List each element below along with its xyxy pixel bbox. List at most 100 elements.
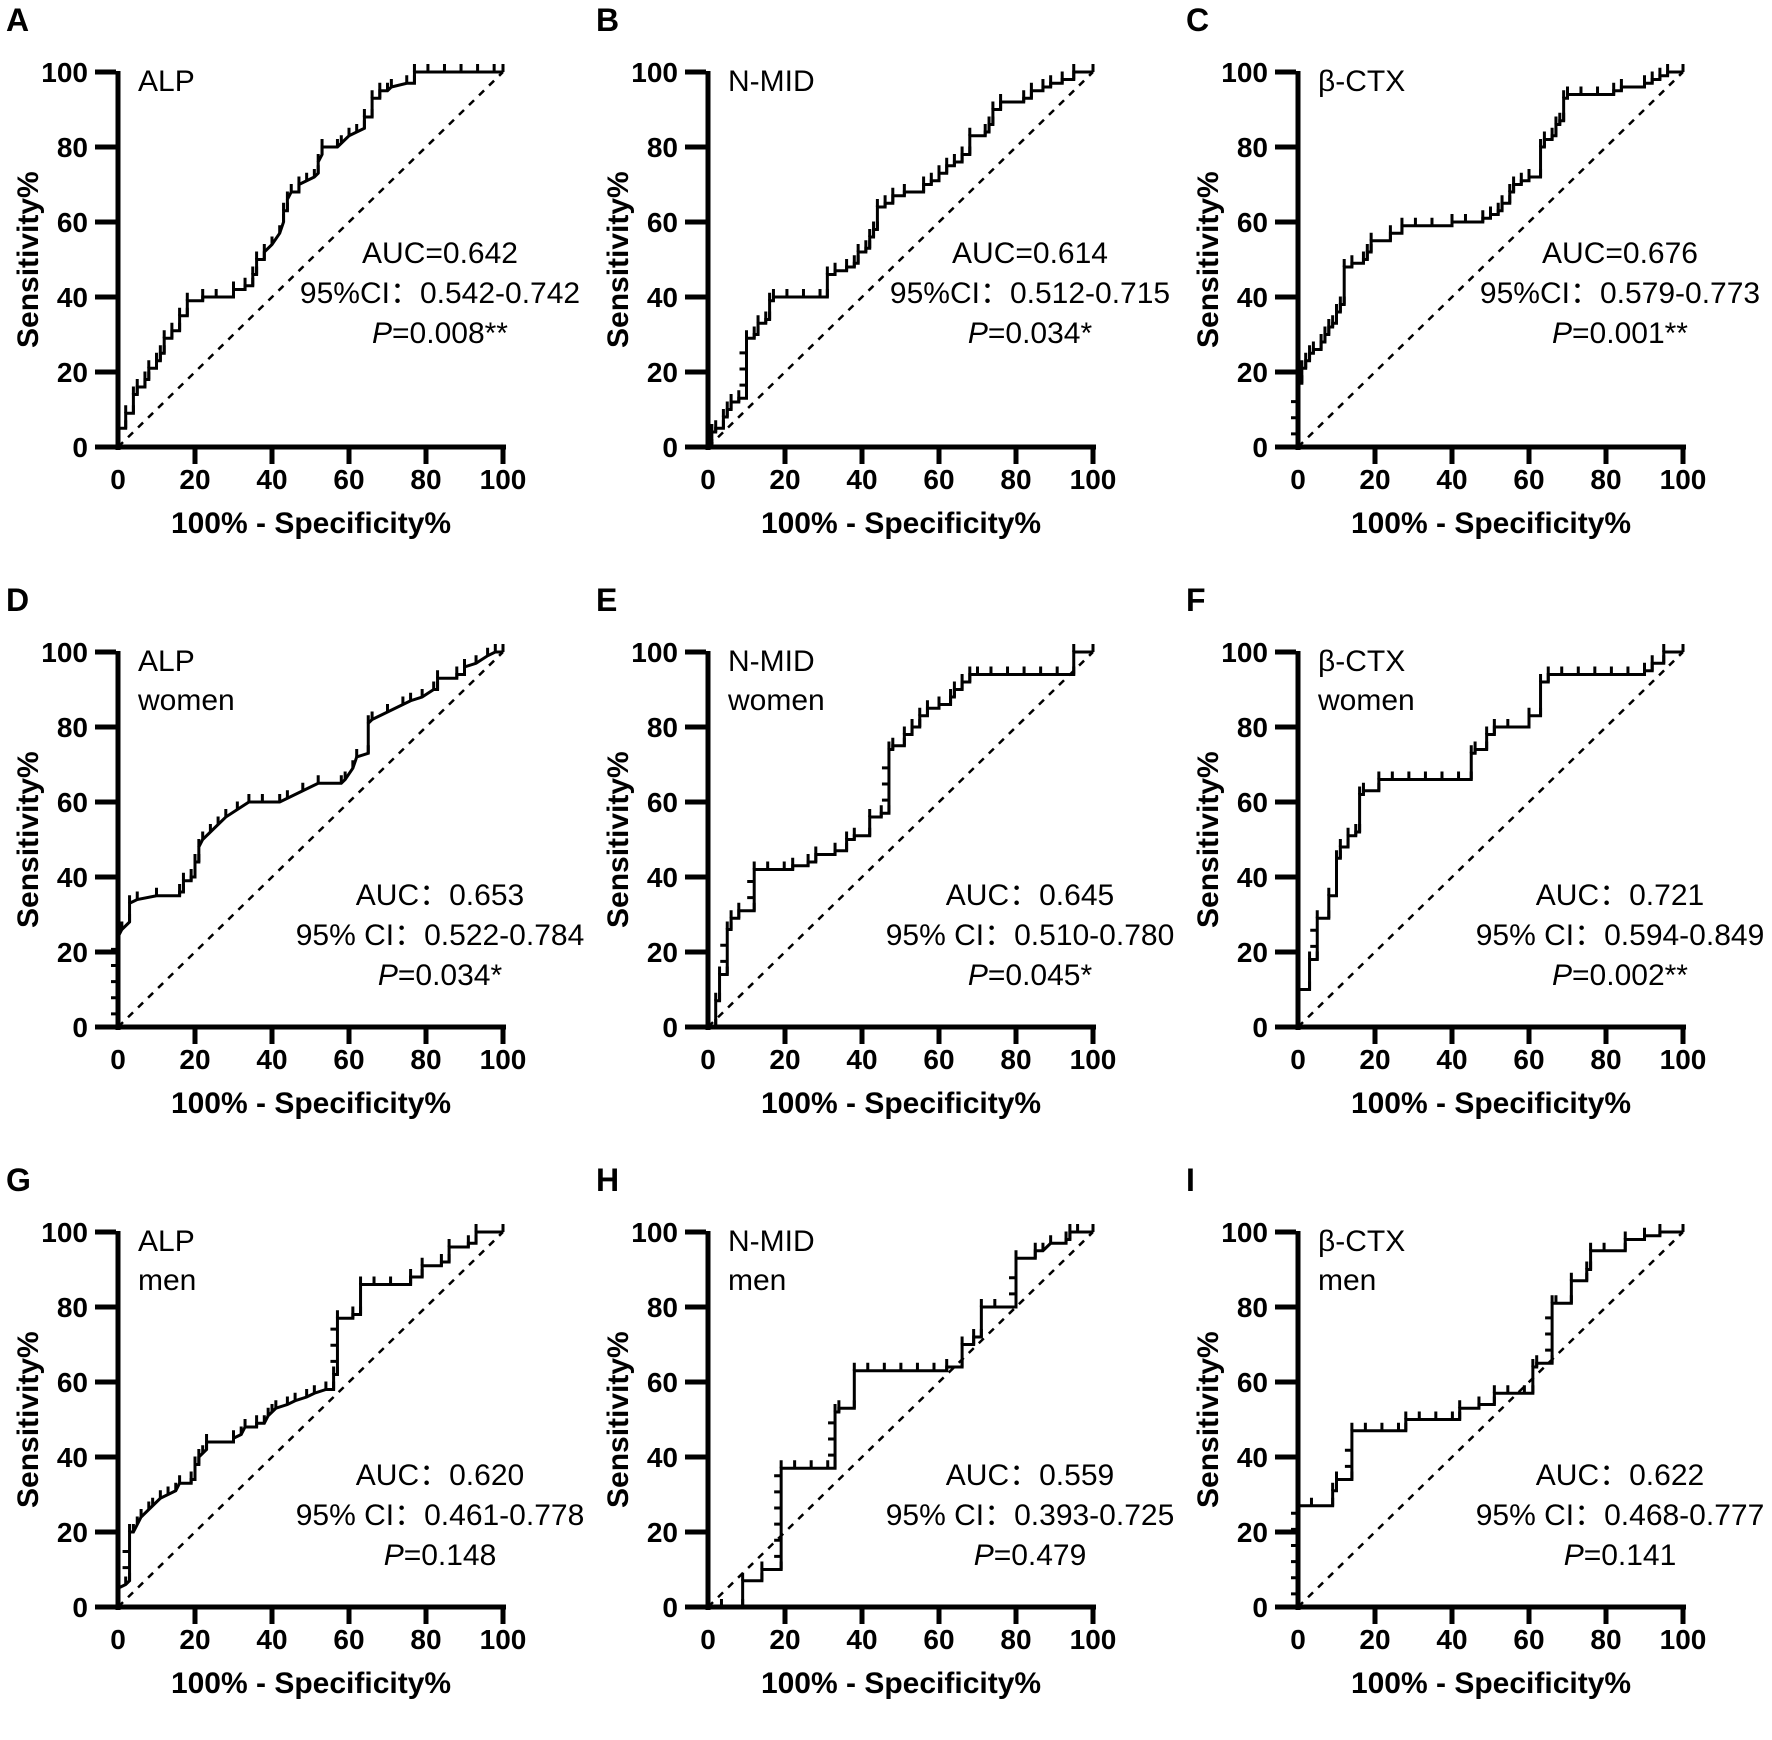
curve-label-name: ALP bbox=[138, 65, 195, 98]
roc-panel-f: F Sensitivity% 0 20 40 60 80 100 0 20 40 60 80 100 … bbox=[1180, 580, 1772, 1160]
x-axis-title: 100% - Specificity% bbox=[760, 1087, 1042, 1120]
x-tick-label: 40 bbox=[256, 1624, 287, 1655]
roc-plot: 0 20 40 60 80 100 0 20 40 60 80 100 bbox=[631, 57, 1117, 495]
y-tick-label: 20 bbox=[1237, 1517, 1268, 1548]
y-tick-label: 60 bbox=[1237, 1367, 1268, 1398]
x-tick-label: 60 bbox=[923, 1624, 954, 1655]
y-tick-label: 60 bbox=[57, 787, 88, 818]
ci-text: 95%CI：0.579-0.773 bbox=[1479, 277, 1761, 310]
y-tick-label: 60 bbox=[647, 207, 678, 238]
stats-block: AUC：0.559 95% CI：0.393-0.725 P=0.479 bbox=[858, 1456, 1202, 1576]
diagonal-reference-line bbox=[1297, 71, 1684, 448]
curve-label-name: N-MID bbox=[728, 65, 815, 98]
x-tick-label: 40 bbox=[1436, 1044, 1467, 1075]
x-tick-label: 20 bbox=[1359, 464, 1390, 495]
auc-text: AUC：0.620 bbox=[355, 1459, 525, 1492]
stats-block: AUC=0.676 95%CI：0.579-0.773 P=0.001** bbox=[1448, 234, 1772, 354]
diagonal-reference-line bbox=[707, 1231, 1094, 1608]
y-tick-label: 0 bbox=[1252, 1592, 1268, 1623]
x-tick-label: 100 bbox=[480, 464, 527, 495]
roc-plot: 0 20 40 60 80 100 0 20 40 60 80 100 bbox=[631, 1217, 1117, 1655]
panel-letter: I bbox=[1186, 1162, 1195, 1198]
curve-label-name: β-CTX bbox=[1318, 1225, 1406, 1258]
x-tick-label: 80 bbox=[1590, 464, 1621, 495]
ci-text: 95% CI：0.522-0.784 bbox=[295, 919, 585, 952]
curve-point-ticks bbox=[1291, 1224, 1685, 1607]
y-tick-label: 80 bbox=[647, 1292, 678, 1323]
y-tick-label: 20 bbox=[57, 937, 88, 968]
y-tick-label: 20 bbox=[57, 1517, 88, 1548]
x-tick-label: 20 bbox=[769, 464, 800, 495]
x-tick-label: 100 bbox=[1070, 464, 1117, 495]
y-tick-label: 40 bbox=[647, 282, 678, 313]
x-tick-label: 100 bbox=[1070, 1624, 1117, 1655]
x-tick-label: 60 bbox=[333, 1624, 364, 1655]
x-tick-label: 20 bbox=[179, 1044, 210, 1075]
auc-text: AUC=0.642 bbox=[362, 237, 518, 270]
y-tick-label: 80 bbox=[57, 712, 88, 743]
x-tick-label: 100 bbox=[480, 1624, 527, 1655]
x-tick-label: 60 bbox=[923, 464, 954, 495]
ci-text: 95%CI：0.542-0.742 bbox=[299, 277, 581, 310]
y-tick-label: 40 bbox=[57, 862, 88, 893]
roc-panel-e: E Sensitivity% 0 20 40 60 80 100 0 20 40 60 80 100 … bbox=[590, 580, 1180, 1160]
x-axis-title: 100% - Specificity% bbox=[170, 1667, 452, 1700]
curve-label: β-CTX bbox=[1318, 62, 1405, 101]
y-tick-label: 20 bbox=[647, 357, 678, 388]
x-axis-title: 100% - Specificity% bbox=[760, 1667, 1042, 1700]
x-tick-label: 80 bbox=[410, 464, 441, 495]
curve-label: N-MID men bbox=[728, 1222, 815, 1300]
y-tick-label: 80 bbox=[647, 712, 678, 743]
curve-label-subgroup: women bbox=[1318, 684, 1415, 717]
y-tick-label: 80 bbox=[57, 132, 88, 163]
ci-text: 95% CI：0.468-0.777 bbox=[1475, 1499, 1765, 1532]
auc-text: AUC：0.622 bbox=[1535, 1459, 1705, 1492]
stats-block: AUC：0.622 95% CI：0.468-0.777 P=0.141 bbox=[1448, 1456, 1772, 1576]
x-tick-label: 40 bbox=[846, 1044, 877, 1075]
stats-block: AUC=0.614 95%CI：0.512-0.715 P=0.034* bbox=[858, 234, 1202, 354]
curve-label-subgroup: men bbox=[138, 1264, 197, 1297]
y-tick-label: 100 bbox=[1221, 57, 1268, 88]
y-tick-label: 100 bbox=[631, 57, 678, 88]
curve-label: β-CTX women bbox=[1318, 642, 1415, 720]
y-tick-label: 20 bbox=[647, 1517, 678, 1548]
x-tick-label: 80 bbox=[1000, 464, 1031, 495]
x-tick-label: 0 bbox=[110, 1044, 126, 1075]
x-tick-label: 100 bbox=[1660, 1624, 1707, 1655]
x-tick-label: 0 bbox=[700, 464, 716, 495]
y-tick-label: 0 bbox=[662, 1592, 678, 1623]
y-tick-label: 0 bbox=[1252, 1012, 1268, 1043]
stats-block: AUC：0.653 95% CI：0.522-0.784 P=0.034* bbox=[268, 876, 612, 996]
y-tick-label: 0 bbox=[1252, 432, 1268, 463]
auc-text: AUC：0.721 bbox=[1535, 879, 1705, 912]
x-tick-label: 100 bbox=[1660, 1044, 1707, 1075]
x-tick-label: 100 bbox=[480, 1044, 527, 1075]
y-tick-label: 60 bbox=[57, 207, 88, 238]
y-tick-label: 40 bbox=[647, 862, 678, 893]
y-tick-label: 20 bbox=[57, 357, 88, 388]
curve-label: β-CTX men bbox=[1318, 1222, 1405, 1300]
diagonal-reference-line bbox=[707, 71, 1094, 448]
y-tick-label: 20 bbox=[1237, 937, 1268, 968]
x-tick-label: 40 bbox=[1436, 1624, 1467, 1655]
x-tick-label: 20 bbox=[769, 1624, 800, 1655]
p-text: P=0.034* bbox=[967, 317, 1093, 350]
y-tick-label: 100 bbox=[41, 1217, 88, 1248]
y-tick-label: 80 bbox=[57, 1292, 88, 1323]
x-axis-title: 100% - Specificity% bbox=[1350, 1667, 1632, 1700]
y-tick-label: 100 bbox=[41, 637, 88, 668]
curve-point-ticks bbox=[1296, 644, 1685, 1027]
curve-label-name: N-MID bbox=[728, 645, 815, 678]
curve-point-ticks bbox=[706, 64, 1095, 447]
curve-label-name: ALP bbox=[138, 1225, 195, 1258]
x-tick-label: 40 bbox=[1436, 464, 1467, 495]
roc-panel-d: D Sensitivity% 0 20 40 60 80 100 0 20 40 60 80 100 … bbox=[0, 580, 590, 1160]
roc-plot: 0 20 40 60 80 100 0 20 40 60 80 100 bbox=[41, 637, 527, 1075]
y-tick-label: 40 bbox=[57, 282, 88, 313]
x-tick-label: 80 bbox=[1590, 1624, 1621, 1655]
roc-panel-i: I Sensitivity% 0 20 40 60 80 100 0 20 40 60 80 100 … bbox=[1180, 1160, 1772, 1739]
roc-panel-a: A Sensitivity% 0 20 40 60 80 100 0 20 40 60 80 100 … bbox=[0, 0, 590, 580]
p-text: P=0.008** bbox=[372, 317, 508, 350]
ci-text: 95%CI：0.512-0.715 bbox=[889, 277, 1171, 310]
diagonal-reference-line bbox=[117, 651, 504, 1028]
